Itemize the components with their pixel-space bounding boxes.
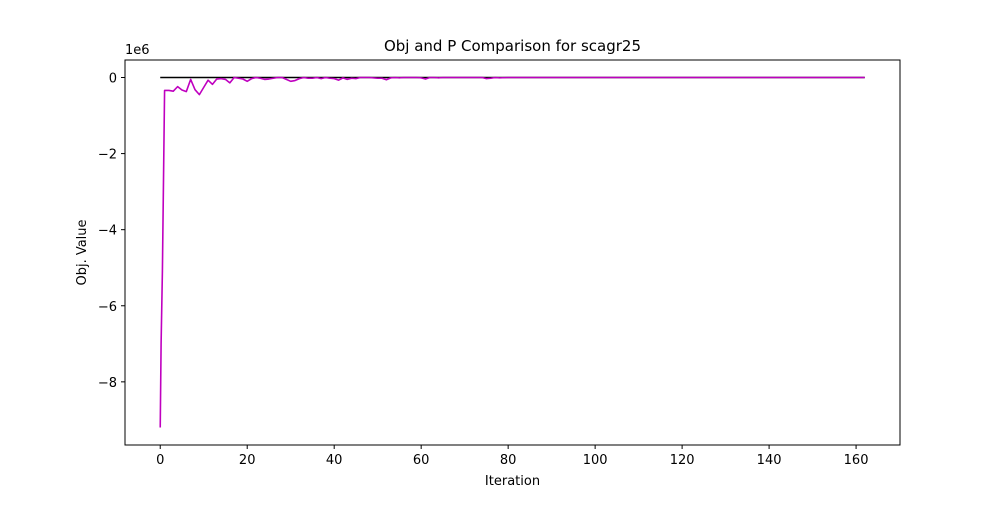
chart-title: Obj and P Comparison for scagr25 bbox=[384, 37, 641, 55]
axes-frame bbox=[124, 59, 901, 446]
x-tick-label: 100 bbox=[583, 453, 608, 468]
x-tick-label: 120 bbox=[670, 453, 695, 468]
x-tick-label: 160 bbox=[844, 453, 869, 468]
x-axis-label: Iteration bbox=[485, 474, 540, 489]
y-tick-label: −8 bbox=[98, 376, 117, 391]
x-tick-label: 40 bbox=[326, 453, 343, 468]
y-axis-scale-label: 1e6 bbox=[125, 43, 150, 58]
y-tick-label: 0 bbox=[109, 72, 117, 87]
y-axis-label: Obj. Value bbox=[75, 219, 90, 285]
x-tick-label: 80 bbox=[500, 453, 517, 468]
x-axis: 0 20 40 60 80 100 120 140 160 bbox=[156, 445, 868, 468]
x-tick-label: 60 bbox=[413, 453, 430, 468]
y-tick-label: −6 bbox=[98, 300, 117, 315]
series-line-2 bbox=[159, 76, 865, 428]
x-tick-label: 0 bbox=[156, 453, 164, 468]
x-tick-label: 140 bbox=[757, 453, 782, 468]
plot-area bbox=[159, 76, 865, 428]
y-axis: −8 −6 −4 −2 0 bbox=[98, 72, 125, 391]
x-tick-label: 20 bbox=[239, 453, 256, 468]
y-tick-label: −2 bbox=[98, 148, 117, 163]
y-tick-label: −4 bbox=[98, 224, 117, 239]
